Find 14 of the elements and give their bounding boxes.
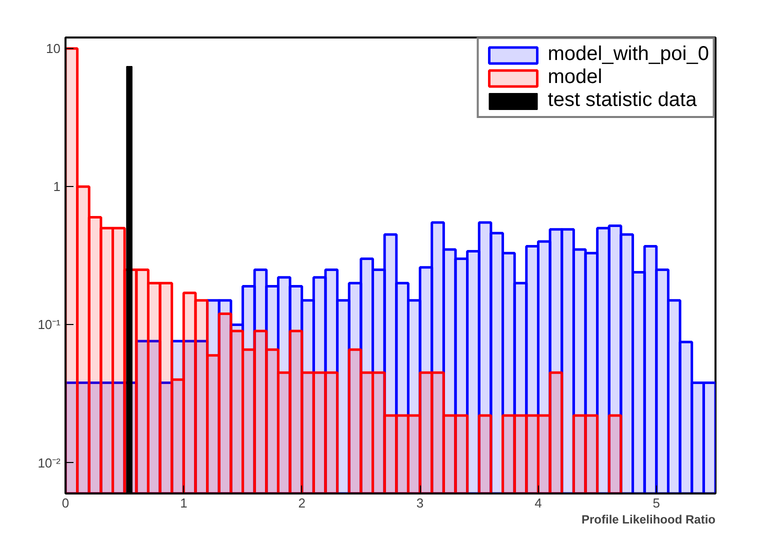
y-tick-label: 10⁻¹	[38, 317, 62, 332]
y-tick-label: 10	[46, 40, 61, 56]
x-axis-title: Profile Likelihood Ratio	[581, 512, 716, 526]
legend-label: test statistic data	[548, 89, 697, 112]
x-tick-label: 4	[534, 496, 542, 510]
x-tick-label: 2	[298, 496, 306, 510]
x-tick-label: 5	[652, 496, 660, 510]
y-tick-label: 1	[53, 179, 61, 194]
y-tick-label: 10⁻²	[38, 455, 62, 470]
x-tick-label: 0	[62, 496, 70, 510]
legend-label: model	[548, 66, 602, 89]
x-tick-label: 1	[180, 496, 188, 510]
x-tick-label: 3	[416, 496, 424, 510]
legend-label: model_with_poi_0	[548, 43, 709, 66]
